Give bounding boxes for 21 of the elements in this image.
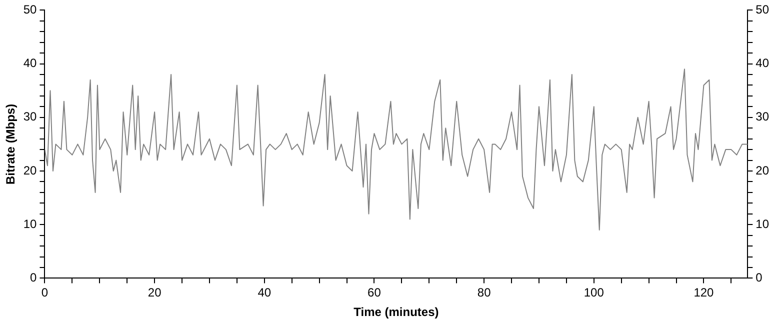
x-axis-title: Time (minutes)	[354, 305, 439, 320]
x-tick-label: 0	[41, 286, 48, 300]
y-tick-label: 10	[23, 216, 38, 231]
y-tick-label: 20	[23, 163, 38, 178]
y2-tick-label: 50	[756, 2, 770, 17]
y-tick-label: 0	[30, 270, 38, 285]
x-tick-label: 100	[584, 286, 604, 300]
y-axis-title: Bitrate (Mbps)	[4, 104, 18, 185]
x-tick-label: 120	[694, 286, 714, 300]
x-tick-label: 60	[368, 286, 382, 300]
x-tick-label: 20	[148, 286, 162, 300]
y2-tick-label: 0	[756, 270, 763, 285]
y-tick-label: 40	[23, 56, 38, 70]
y2-tick-label: 10	[756, 216, 770, 231]
x-tick-label: 40	[258, 286, 272, 300]
y2-tick-label: 40	[756, 56, 770, 70]
y-tick-label: 30	[23, 110, 38, 124]
x-tick-label: 80	[477, 286, 492, 300]
y2-tick-label: 30	[756, 110, 770, 124]
y-tick-label: 50	[23, 2, 38, 17]
y2-tick-label: 20	[756, 163, 770, 178]
